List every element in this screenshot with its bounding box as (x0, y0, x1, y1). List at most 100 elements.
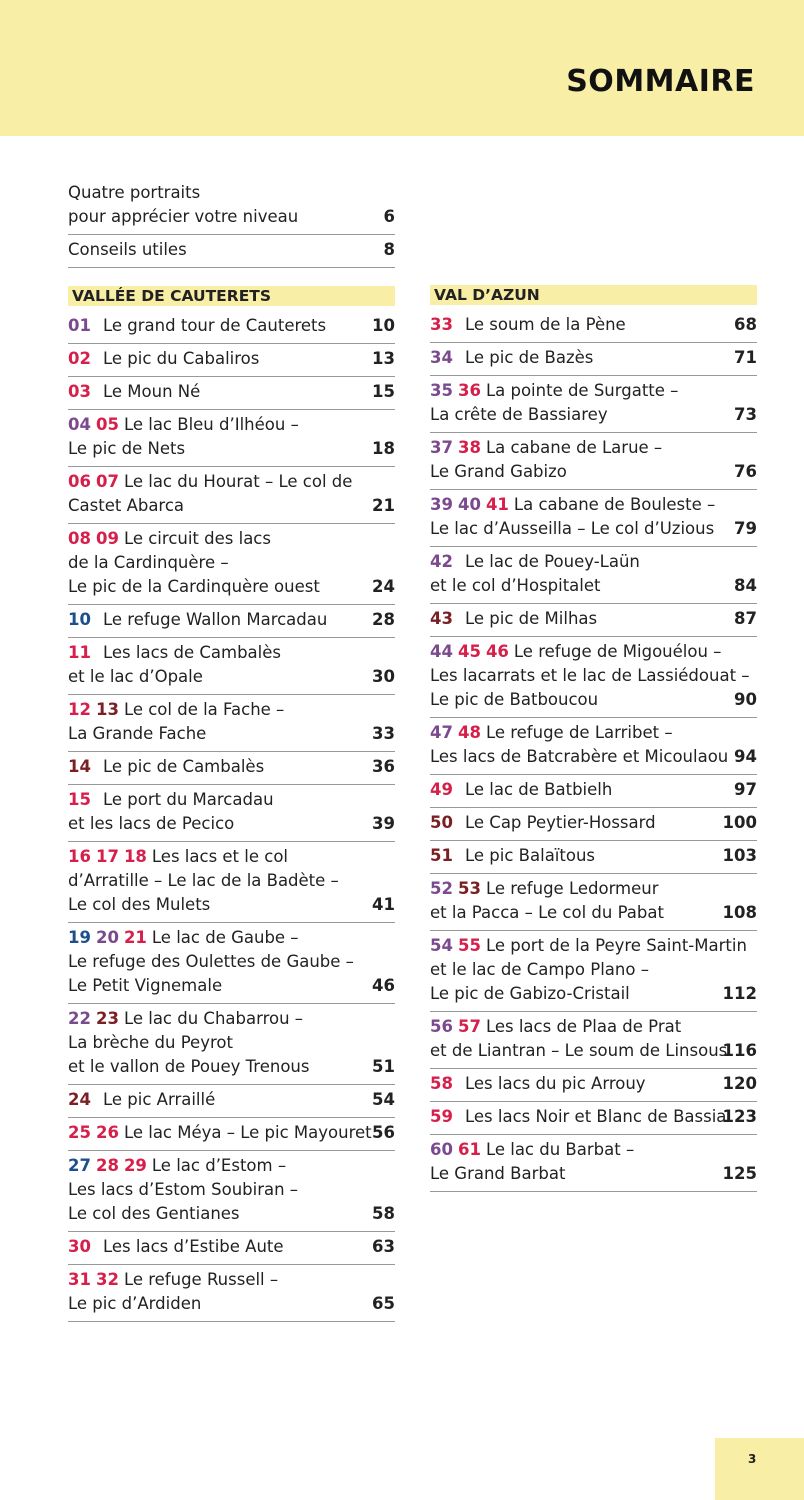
entry-text: de la Cardinquère – (68, 553, 229, 572)
entry-line: 58 Les lacs du pic Arrouy (430, 1072, 757, 1096)
entry-line: 27 28 29 Le lac d’Estom – (68, 1154, 395, 1178)
entry-text: Le pic de Milhas (465, 609, 598, 628)
entry-line: 04 05 Le lac Bleu d’Ilhéou – (68, 413, 395, 437)
route-number: 37 (430, 438, 453, 457)
route-number: 22 (68, 1009, 91, 1028)
entry-text: Les lacs d’Estibe Aute (103, 1237, 284, 1256)
route-number: 27 (68, 1156, 91, 1175)
toc-entry: 44 45 46 Le refuge de Migouélou – Les lacarr… (430, 637, 757, 718)
route-number: 44 (430, 642, 453, 661)
left-column: Quatre portraits pour apprécier votre niv… (68, 178, 395, 1322)
route-number: 05 (95, 415, 119, 434)
entry-line: et la Pacca – Le col du Pabat (430, 901, 757, 925)
page-ref: 21 (372, 496, 395, 515)
route-number: 54 (430, 936, 453, 955)
entry-text: Le pic de la Cardinquère ouest (68, 577, 320, 596)
entry-line: 33 Le soum de la Pène (430, 313, 757, 337)
route-number: 52 (430, 879, 453, 898)
toc-entry: 42 Le lac de Pouey-Laün et le col d’Hospit… (430, 547, 757, 604)
page-ref: 15 (372, 382, 395, 401)
page-ref: 120 (722, 1074, 757, 1093)
route-number: 24 (68, 1090, 91, 1109)
entry-line: 12 13 Le col de la Fache – (68, 698, 395, 722)
toc-entry: 12 13 Le col de la Fache – La Grande Fache 3… (68, 695, 395, 752)
entry-line: 51 Le pic Balaïtous (430, 844, 757, 868)
route-number: 41 (485, 495, 509, 514)
toc-entry: 50 Le Cap Peytier-Hossard 100 (430, 808, 757, 841)
entry-text: Les lacs de Cambalès (103, 643, 281, 662)
toc-entry: 30 Les lacs d’Estibe Aute 63 (68, 1232, 395, 1265)
entry-line: Conseils utiles (68, 238, 395, 262)
entry-line: Castet Abarca (68, 494, 395, 518)
entry-line: 37 38 La cabane de Larue – (430, 436, 757, 460)
entry-text: Les lacarrats et le lac de Lassiédouat – (430, 666, 750, 685)
entry-text: Le refuge Ledormeur (485, 879, 659, 898)
entry-line: 10 Le refuge Wallon Marcadau (68, 608, 395, 632)
toc-entry: 25 26 Le lac Méya – Le pic Mayouret 56 (68, 1118, 395, 1151)
toc-entry: 14 Le pic de Cambalès 36 (68, 752, 395, 785)
entry-text: Le pic Balaïtous (465, 846, 596, 865)
entry-line: Le lac d’Ausseilla – Le col d’Uzious (430, 517, 757, 541)
page-ref: 36 (372, 757, 395, 776)
page-ref: 41 (372, 895, 395, 914)
entry-text: Le pic de Cambalès (103, 757, 265, 776)
route-number: 59 (430, 1107, 453, 1126)
route-number: 34 (430, 348, 453, 367)
entry-text: Le refuge de Larribet – (485, 723, 673, 742)
entry-text: Le lac du Chabarrou – (123, 1009, 304, 1028)
entry-line: Les lacs d’Estom Soubiran – (68, 1178, 395, 1202)
entry-text: et le lac d’Opale (68, 667, 203, 686)
entry-line: 24 Le pic Arraillé (68, 1088, 395, 1112)
entry-text: Le Moun Né (103, 382, 201, 401)
toc-entry: 11 Les lacs de Cambalès et le lac d’Opale 3… (68, 638, 395, 695)
route-number: 57 (457, 1017, 481, 1036)
entry-text: et les lacs de Pecico (68, 814, 235, 833)
route-number: 50 (430, 813, 453, 832)
page-ref: 28 (372, 610, 395, 629)
route-number: 14 (68, 757, 91, 776)
route-number: 32 (95, 1270, 119, 1289)
entry-text: Le pic du Cabaliros (103, 349, 260, 368)
entry-text: Le lac de Gaube – (151, 928, 299, 947)
page-ref: 51 (372, 1057, 395, 1076)
entry-line: Les lacs de Batcrabère et Micoulaou (430, 745, 757, 769)
page-ref: 54 (372, 1090, 395, 1109)
right-column: VAL D’AZUN 33 Le soum de la Pène 68 34 Le pic… (430, 285, 757, 1192)
page-ref: 97 (734, 780, 757, 799)
route-number: 43 (430, 609, 453, 628)
entry-line: d’Arratille – Le lac de la Badète – (68, 869, 395, 893)
toc-entry: 47 48 Le refuge de Larribet – Les lacs de B… (430, 718, 757, 775)
toc-entry: 19 20 21 Le lac de Gaube – Le refuge des Oul… (68, 923, 395, 1004)
entry-line: 16 17 18 Les lacs et le col (68, 845, 395, 869)
entry-text: Le lac Méya – Le pic Mayouret (123, 1123, 372, 1142)
page-ref: 39 (372, 814, 395, 833)
toc-entry: 02 Le pic du Cabaliros 13 (68, 344, 395, 377)
entry-text: La cabane de Bouleste – (513, 495, 716, 514)
page-ref: 73 (734, 405, 757, 424)
entry-text: Le Grand Gabizo (430, 462, 567, 481)
entry-line: 52 53 Le refuge Ledormeur (430, 877, 757, 901)
entry-line: 25 26 Le lac Méya – Le pic Mayouret (68, 1121, 395, 1145)
entry-text: Le lac du Barbat – (485, 1140, 635, 1159)
entry-line: 14 Le pic de Cambalès (68, 755, 395, 779)
page-ref: 100 (722, 813, 757, 832)
entry-line: La Grande Fache (68, 722, 395, 746)
route-number: 53 (457, 879, 481, 898)
entry-line: 54 55 Le port de la Peyre Saint-Martin (430, 934, 757, 958)
entry-text: Le Grand Barbat (430, 1164, 566, 1183)
route-number: 06 (68, 472, 91, 491)
header: SOMMAIRE (0, 0, 804, 136)
entry-text: Le refuge des Oulettes de Gaube – (68, 952, 354, 971)
entry-text: Les lacs de Batcrabère et Micoulaou (430, 747, 729, 766)
entry-line: 03 Le Moun Né (68, 380, 395, 404)
page-ref: 13 (372, 349, 395, 368)
toc-entry: Quatre portraits pour apprécier votre niv… (68, 178, 395, 235)
page-ref: 94 (734, 747, 757, 766)
entry-line: 31 32 Le refuge Russell – (68, 1268, 395, 1292)
route-number: 51 (430, 846, 453, 865)
section-title: VALLÉE DE CAUTERETS (68, 286, 395, 306)
entry-text: Le lac Bleu d’Ilhéou – (123, 415, 299, 434)
entry-line: Le pic de la Cardinquère ouest (68, 575, 395, 599)
entry-line: 11 Les lacs de Cambalès (68, 641, 395, 665)
page-ref: 125 (722, 1164, 757, 1183)
